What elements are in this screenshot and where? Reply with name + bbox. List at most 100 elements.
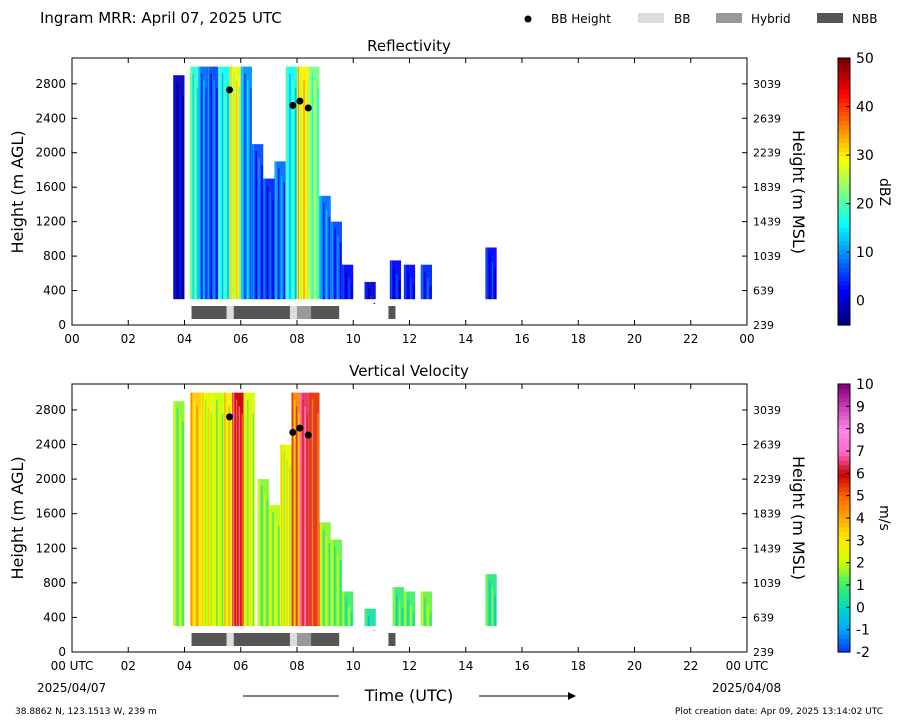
data-streak — [207, 66, 210, 300]
colorbar-swatch — [838, 567, 850, 573]
colorbar-swatch — [838, 410, 850, 416]
colorbar-swatch — [838, 419, 850, 425]
data-column — [364, 608, 376, 627]
colorbar-swatch — [838, 562, 850, 568]
data-streak — [334, 228, 336, 300]
data-column — [268, 505, 281, 627]
data-column — [243, 392, 255, 627]
x-tick-label: 20 — [627, 332, 642, 346]
velocity-title: Vertical Velocity — [349, 362, 469, 380]
colorbar-swatch — [838, 459, 850, 465]
x-tick-label: 22 — [683, 659, 698, 673]
data-streak — [342, 591, 345, 627]
colorbar-swatch — [838, 571, 850, 577]
data-streak — [348, 278, 350, 300]
colorbar-swatch — [838, 585, 850, 591]
bb-class-segment — [388, 633, 396, 646]
data-column — [285, 66, 297, 300]
data-streak — [404, 264, 406, 300]
y2-tick-label: 2239 — [753, 473, 781, 486]
data-streak — [410, 605, 412, 627]
bb-height-marker — [289, 101, 297, 109]
colorbar-swatch — [838, 160, 850, 166]
colorbar-swatch — [838, 129, 850, 135]
data-column — [252, 144, 264, 300]
data-streak — [291, 392, 294, 627]
colorbar-swatch — [838, 187, 850, 193]
data-column — [392, 587, 404, 627]
time-axis-label: Time (UTC) — [364, 686, 453, 705]
colorbar-swatch — [838, 491, 850, 497]
bb-class-segment — [233, 306, 290, 319]
colorbar-swatch — [838, 518, 850, 524]
start-date: 2025/04/07 — [37, 681, 106, 695]
colorbar-swatch — [838, 643, 850, 649]
data-column — [342, 591, 354, 627]
data-column — [212, 392, 224, 627]
legend-patch-hybrid — [716, 13, 742, 23]
reflectivity-panel: Reflectivity Height (m AGL) Height (m MS… — [8, 37, 892, 346]
colorbar-swatch — [838, 182, 850, 188]
data-streak — [258, 158, 260, 300]
data-streak — [221, 73, 224, 300]
colorbar-swatch — [838, 124, 850, 130]
colorbar-frame — [837, 57, 851, 326]
colorbar-swatch — [838, 401, 850, 407]
data-column — [201, 392, 213, 627]
x-tick-label: 16 — [514, 659, 529, 673]
data-streak — [488, 254, 491, 300]
data-streak — [190, 66, 192, 300]
colorbar-swatch — [838, 267, 850, 273]
colorbar-swatch — [838, 262, 850, 268]
colorbar-swatch — [838, 84, 850, 90]
colorbar-swatch — [838, 384, 850, 390]
data-streak — [210, 73, 212, 300]
data-column — [274, 161, 286, 300]
data-streak — [297, 66, 300, 300]
data-streak — [331, 539, 333, 627]
data-streak — [339, 242, 342, 300]
colorbar-swatch — [838, 289, 850, 295]
colorbar-swatch — [838, 258, 850, 264]
data-column — [364, 281, 376, 300]
y-tick-label: 400 — [43, 284, 66, 298]
data-streak — [286, 66, 288, 300]
data-streak — [261, 486, 263, 627]
x-tick-label: 06 — [233, 332, 248, 346]
velocity-colorbar-label: m/s — [876, 505, 892, 531]
data-streak — [298, 413, 300, 627]
data-column — [280, 444, 292, 627]
data-streak — [302, 399, 304, 627]
figure-title: Ingram MRR: April 07, 2025 UTC — [40, 9, 282, 27]
colorbar-tick-label: 8 — [856, 422, 865, 438]
data-streak — [342, 264, 345, 300]
x-tick-label: 10 — [346, 659, 361, 673]
colorbar-tick-label: -2 — [856, 645, 870, 661]
colorbar-swatch — [838, 629, 850, 635]
data-column — [403, 591, 416, 627]
colorbar-tick-label: 7 — [856, 444, 865, 460]
data-streak — [173, 401, 176, 627]
data-streak — [249, 406, 252, 627]
legend-dot-icon — [524, 15, 532, 23]
data-streak — [233, 392, 235, 627]
data-streak — [252, 413, 255, 627]
data-column — [485, 247, 497, 300]
bb-class-segment — [311, 633, 340, 646]
data-streak — [289, 465, 291, 627]
data-streak — [365, 281, 367, 300]
data-streak — [238, 406, 241, 627]
data-streak — [203, 80, 205, 300]
colorbar-swatch — [838, 589, 850, 595]
colorbar-swatch — [838, 320, 850, 326]
x-tick-label: 16 — [514, 332, 529, 346]
colorbar-swatch — [838, 302, 850, 308]
legend-patch-bb — [638, 13, 664, 23]
data-column — [308, 66, 320, 300]
data-streak — [247, 399, 249, 627]
data-streak — [413, 612, 415, 627]
colorbar-swatch — [838, 316, 850, 322]
data-column — [207, 66, 219, 300]
data-streak — [179, 415, 181, 627]
y-tick-label: 800 — [43, 249, 66, 263]
